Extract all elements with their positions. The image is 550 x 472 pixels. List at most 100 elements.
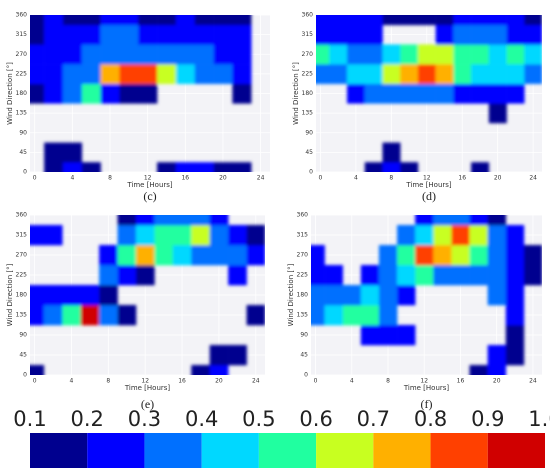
heatmap-cell: [119, 64, 139, 84]
heatmap-cell: [417, 15, 436, 26]
colorbar-tick-label: 0.3: [128, 407, 161, 431]
heatmap-cell: [470, 285, 488, 305]
heatmap-cell: [209, 225, 229, 246]
y-tick-label: 360: [16, 212, 28, 219]
heatmap-cell: [81, 44, 101, 65]
heatmap-cell: [417, 44, 436, 65]
heatmap-cell: [232, 15, 252, 26]
heatmap-cell: [135, 225, 155, 246]
heatmap-cell: [118, 325, 137, 345]
heatmap-cell: [470, 305, 488, 325]
y-axis-label: Wind Direction [°]: [6, 263, 14, 326]
colorbar-tick-label: 0.6: [299, 407, 332, 431]
heatmap-cell: [247, 325, 266, 345]
y-tick-label: 90: [19, 332, 27, 339]
heatmap-cell: [62, 64, 83, 84]
heatmap-cell: [435, 64, 454, 84]
heatmap-cell: [138, 103, 157, 123]
heatmap-cell: [488, 44, 507, 65]
colorbar-segment: [30, 433, 88, 468]
heatmap-cell: [418, 103, 436, 123]
heatmap-cell: [316, 44, 330, 65]
heatmap-cell: [81, 345, 100, 365]
heatmap-cell: [63, 103, 82, 123]
heatmap-cell: [30, 24, 45, 45]
heatmap-cell: [44, 24, 64, 45]
heatmap-cell: [524, 305, 542, 325]
heatmap-cell: [100, 24, 120, 45]
heatmap-cell: [361, 245, 379, 265]
heatmap-cell: [251, 103, 270, 123]
heatmap-cell: [138, 64, 158, 84]
heatmap-cell: [99, 325, 118, 345]
heatmap-cell: [524, 44, 542, 65]
heatmap-cell: [191, 325, 210, 345]
x-tick-label: 16: [458, 175, 466, 182]
heatmap-cell: [343, 325, 361, 345]
heatmap-cell: [471, 15, 490, 26]
heatmap-cell: [157, 44, 177, 65]
heatmap-cell: [382, 123, 400, 143]
heatmap-cell: [43, 305, 63, 326]
heatmap-cell: [228, 245, 247, 266]
panel-label: (f): [421, 397, 433, 411]
heatmap-cell: [342, 285, 362, 306]
heatmap-cell: [451, 225, 470, 246]
heatmap-cell: [347, 64, 366, 84]
heatmap-cell: [329, 84, 347, 104]
heatmap-cell: [173, 285, 192, 305]
x-tick-label: 20: [215, 378, 223, 385]
colorbar-segment: [258, 433, 317, 468]
heatmap-cell: [397, 205, 415, 225]
heatmap-cell: [397, 265, 416, 286]
heatmap-cell: [44, 64, 64, 84]
heatmap-cell: [417, 83, 436, 104]
y-tick-label: 360: [16, 12, 28, 19]
heatmap-cell: [214, 103, 233, 123]
heatmap-cell: [232, 44, 252, 65]
heatmap-cell: [81, 15, 101, 26]
heatmap-cell: [329, 143, 347, 163]
heatmap-cell: [44, 325, 63, 345]
heatmap-cell: [25, 205, 44, 225]
heatmap-cell: [81, 205, 100, 225]
heatmap-cell: [210, 325, 229, 345]
heatmap-cell: [524, 325, 542, 345]
x-tick-label: 24: [252, 378, 260, 385]
heatmap-cell: [154, 325, 173, 345]
heatmap-cell: [329, 24, 348, 45]
heatmap-blur: [30, 15, 270, 172]
heatmap-cell: [524, 143, 542, 163]
heatmap-cell: [232, 64, 252, 84]
heatmap-cell: [364, 64, 383, 84]
heatmap-cell: [418, 123, 436, 143]
x-tick-label: 12: [420, 378, 428, 385]
heatmap-cell: [400, 44, 419, 65]
heatmap-cell: [81, 265, 100, 285]
heatmap-cell: [175, 15, 196, 26]
heatmap-cell: [488, 83, 507, 104]
heatmap-cell: [329, 44, 348, 65]
x-tick-label: 8: [106, 378, 110, 385]
heatmap-cell: [378, 325, 398, 346]
heatmap-cell: [195, 143, 214, 163]
y-tick-label: 315: [302, 31, 314, 38]
heatmap-cell: [471, 162, 490, 172]
x-tick-label: 0: [33, 175, 37, 182]
heatmap-cell: [44, 345, 63, 365]
heatmap-cell: [30, 83, 45, 104]
heatmap-cell: [487, 245, 507, 266]
colorbar-segment: [487, 433, 545, 468]
heatmap-cell: [400, 103, 418, 123]
colorbar-segment: [316, 433, 374, 468]
heatmap-cell: [172, 215, 192, 226]
heatmap-cell: [316, 15, 330, 26]
heatmap-cell: [417, 64, 436, 84]
y-tick-label: 90: [19, 129, 27, 136]
heatmap-cell: [361, 225, 379, 245]
y-tick-label: 270: [16, 252, 28, 259]
heatmap-cell: [488, 15, 507, 26]
heatmap-cell: [524, 15, 542, 26]
heatmap-cell: [524, 24, 542, 45]
heatmap-cell: [451, 325, 469, 345]
